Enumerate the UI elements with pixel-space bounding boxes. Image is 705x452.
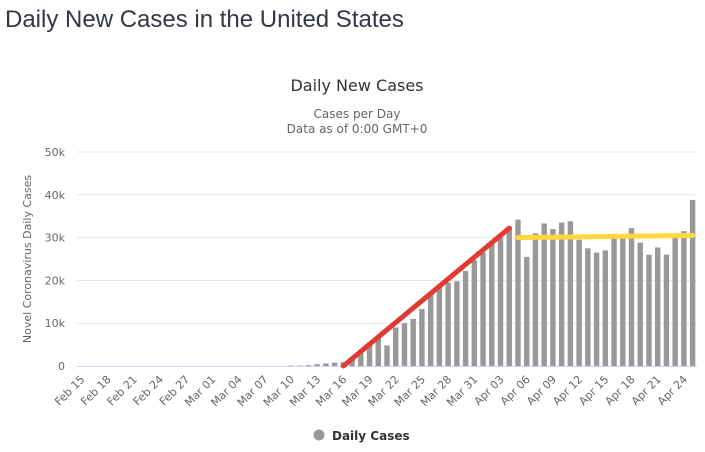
bar-mar-24[interactable] [410,318,416,366]
bar-mar-31[interactable] [471,260,478,366]
chart-title: Daily New Cases [290,76,423,95]
bar-apr-23[interactable] [672,236,678,366]
bar-mar-14[interactable] [323,363,329,366]
bar-apr-20[interactable] [646,254,652,366]
y-tick-label: 30k [45,232,66,245]
y-tick-label: 20k [45,274,66,287]
bar-apr-04[interactable] [506,226,512,366]
bar-mar-20[interactable] [375,337,381,366]
growth-trend-line [340,225,512,369]
bar-mar-17[interactable] [349,358,355,366]
bar-mar-29[interactable] [454,281,460,366]
bar-apr-07[interactable] [532,233,539,366]
y-tick-label: 0 [58,360,65,373]
bar-apr-11[interactable] [567,221,574,366]
bar-apr-15[interactable] [602,250,609,366]
bar-mar-30[interactable] [462,270,469,366]
bar-mar-26[interactable] [427,292,434,366]
legend[interactable]: Daily Cases [313,429,410,443]
bar-mar-22[interactable] [393,327,399,366]
bar-mar-18[interactable] [358,353,364,366]
bar-mar-12[interactable] [305,365,312,366]
bar-apr-14[interactable] [593,252,600,366]
chart-subtitle-line-2: Data as of 0:00 GMT+0 [287,122,428,136]
legend-marker-daily-cases [313,429,325,441]
chart-subtitle-line-1: Cases per Day [314,107,401,121]
plateau-trend-line [515,232,696,241]
page-title: Daily New Cases in the United States [5,6,404,33]
bar-apr-12[interactable] [576,239,582,366]
bar-apr-25[interactable] [689,199,696,366]
bar-apr-02[interactable] [489,241,495,366]
bar-apr-03[interactable] [497,237,504,366]
bars [288,199,696,366]
bar-mar-21[interactable] [384,345,390,366]
bar-apr-01[interactable] [480,252,486,366]
bar-mar-25[interactable] [419,309,425,366]
y-tick-label: 50k [45,146,66,159]
bar-apr-06[interactable] [524,256,530,366]
bar-apr-17[interactable] [620,237,626,366]
bar-apr-10[interactable] [558,222,565,366]
bar-apr-21[interactable] [654,247,661,366]
bar-mar-13[interactable] [314,364,320,366]
legend-label-daily-cases[interactable]: Daily Cases [332,429,410,443]
bar-apr-22[interactable] [663,254,670,366]
bar-apr-16[interactable] [611,237,617,366]
bar-mar-28[interactable] [445,282,451,366]
bar-mar-27[interactable] [436,286,443,366]
bar-mar-19[interactable] [366,342,373,366]
y-tick-label: 10k [45,317,66,330]
bar-apr-19[interactable] [637,242,643,366]
bar-apr-13[interactable] [585,248,591,366]
bar-apr-08[interactable] [541,223,547,366]
bar-mar-15[interactable] [331,362,338,366]
bar-apr-05[interactable] [515,219,521,366]
bar-apr-24[interactable] [681,231,687,366]
y-axis-ticks: 0 10k 20k 30k 40k 50k [45,146,66,373]
bar-apr-09[interactable] [550,229,556,366]
bar-mar-23[interactable] [401,323,408,366]
y-tick-label: 40k [45,189,66,202]
bar-apr-18[interactable] [628,228,635,366]
y-axis-title: Novel Coronavirus Daily Cases [21,175,34,343]
x-tick-label: Apr 24 [655,373,690,408]
trend-lines [340,225,696,369]
